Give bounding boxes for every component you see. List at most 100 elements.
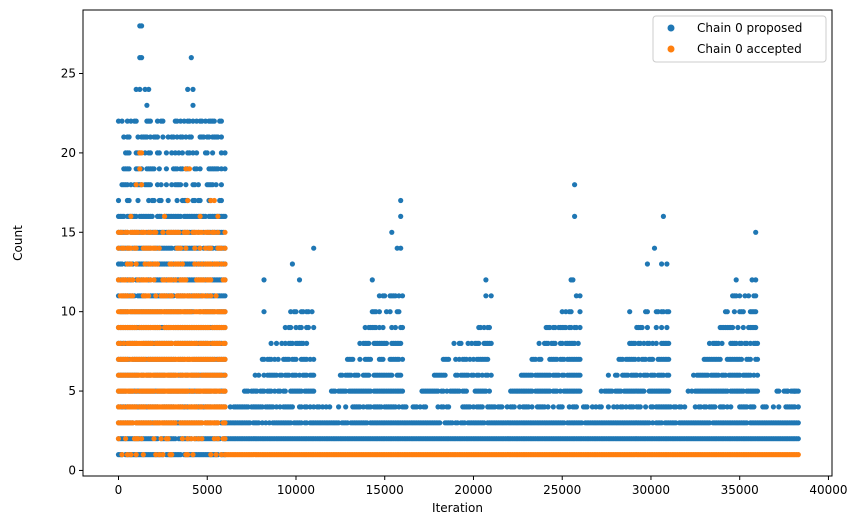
proposed-point <box>350 356 356 362</box>
proposed-point <box>147 118 153 124</box>
proposed-point <box>288 324 294 331</box>
proposed-point <box>746 293 752 299</box>
proposed-point <box>185 86 191 92</box>
legend-box <box>652 15 827 63</box>
proposed-point <box>753 324 759 331</box>
proposed-point <box>376 293 382 299</box>
proposed-point <box>304 372 310 378</box>
accepted-point <box>128 261 134 267</box>
accepted-point <box>156 245 162 251</box>
proposed-point <box>737 372 743 378</box>
accepted-point <box>185 436 191 442</box>
proposed-point <box>644 261 651 267</box>
accepted-point <box>153 229 159 235</box>
accepted-point <box>222 324 228 331</box>
proposed-point <box>218 197 224 204</box>
proposed-point <box>666 309 672 315</box>
proposed-point <box>566 404 572 410</box>
accepted-point <box>133 452 139 458</box>
proposed-point <box>190 118 196 124</box>
proposed-point <box>573 324 580 331</box>
accepted-point <box>139 436 145 442</box>
proposed-point <box>309 309 315 315</box>
proposed-point <box>158 197 164 204</box>
accepted-point <box>119 229 125 235</box>
proposed-point <box>282 388 288 394</box>
proposed-point <box>222 213 228 219</box>
proposed-point <box>659 261 665 267</box>
proposed-point <box>261 277 267 283</box>
proposed-point <box>222 166 228 172</box>
proposed-point <box>577 372 583 378</box>
proposed-point <box>192 182 198 188</box>
proposed-point <box>666 372 672 378</box>
proposed-point <box>387 309 393 315</box>
proposed-point <box>183 134 189 140</box>
proposed-point <box>666 388 672 394</box>
proposed-point <box>753 293 759 299</box>
proposed-point <box>659 420 665 426</box>
proposed-point <box>348 372 354 378</box>
x-tick-label: 40000 <box>809 483 847 497</box>
accepted-point <box>142 261 148 267</box>
proposed-point <box>728 404 734 410</box>
proposed-point <box>169 182 175 188</box>
x-tick-label: 25000 <box>543 483 581 497</box>
accepted-point <box>222 356 228 362</box>
proposed-point <box>666 340 672 346</box>
proposed-point <box>717 356 723 362</box>
proposed-point <box>360 404 366 410</box>
proposed-point <box>137 86 143 92</box>
accepted-point <box>206 229 212 235</box>
proposed-point <box>399 356 406 362</box>
accepted-point <box>147 261 153 267</box>
proposed-point <box>210 150 216 156</box>
proposed-point <box>651 245 658 251</box>
accepted-point <box>190 388 196 394</box>
proposed-point <box>142 86 148 92</box>
accepted-point <box>222 277 228 283</box>
proposed-point <box>572 182 578 188</box>
proposed-point <box>154 118 161 124</box>
accepted-point <box>160 229 166 235</box>
proposed-point <box>744 404 750 410</box>
accepted-point <box>139 182 145 188</box>
proposed-point <box>194 150 200 156</box>
proposed-point <box>550 404 556 410</box>
proposed-point <box>593 404 599 410</box>
accepted-point <box>218 452 224 458</box>
proposed-point <box>256 420 262 426</box>
proposed-point <box>440 388 446 394</box>
accepted-point <box>183 277 189 283</box>
proposed-point <box>737 293 743 299</box>
proposed-point <box>399 388 406 394</box>
proposed-point <box>643 356 649 362</box>
proposed-point <box>666 356 672 362</box>
proposed-point <box>268 356 274 362</box>
proposed-point <box>440 404 446 410</box>
proposed-point <box>119 261 125 267</box>
proposed-point <box>706 420 713 426</box>
proposed-point <box>178 452 184 458</box>
accepted-point <box>213 293 219 299</box>
accepted-point <box>135 436 141 442</box>
proposed-point <box>158 182 164 188</box>
proposed-point <box>169 245 175 251</box>
proposed-point <box>133 118 139 124</box>
accepted-point <box>197 213 203 219</box>
accepted-point <box>208 452 214 458</box>
proposed-point <box>163 182 169 188</box>
accepted-point <box>190 452 196 458</box>
proposed-point <box>754 388 761 394</box>
proposed-point <box>119 118 125 124</box>
accepted-point <box>176 261 182 267</box>
accepted-point <box>133 388 139 394</box>
proposed-point <box>751 372 757 378</box>
proposed-point <box>298 324 304 331</box>
proposed-point <box>380 324 386 331</box>
proposed-point <box>754 340 761 346</box>
proposed-point <box>740 324 746 331</box>
proposed-point <box>396 293 402 299</box>
proposed-point <box>383 340 390 346</box>
proposed-point <box>685 388 691 394</box>
